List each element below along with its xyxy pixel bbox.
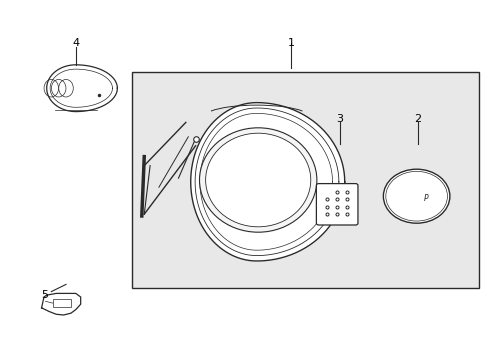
- Text: 2: 2: [414, 114, 421, 124]
- Text: P: P: [423, 194, 428, 202]
- Text: 4: 4: [72, 38, 79, 48]
- Ellipse shape: [199, 128, 316, 232]
- Ellipse shape: [385, 171, 447, 221]
- Ellipse shape: [383, 169, 449, 223]
- Text: 3: 3: [336, 114, 343, 124]
- Ellipse shape: [205, 133, 310, 227]
- Polygon shape: [47, 65, 117, 112]
- FancyBboxPatch shape: [316, 184, 357, 225]
- FancyBboxPatch shape: [132, 72, 478, 288]
- Text: 5: 5: [41, 290, 48, 300]
- Polygon shape: [190, 103, 344, 261]
- Text: 1: 1: [287, 38, 294, 48]
- Polygon shape: [41, 293, 81, 315]
